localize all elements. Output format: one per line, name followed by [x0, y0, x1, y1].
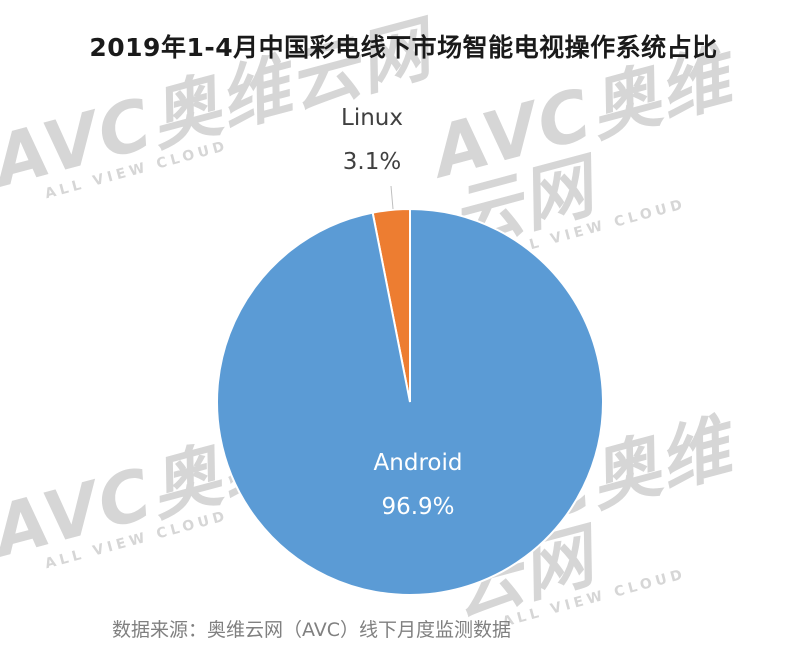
slice-value-linux: 3.1%	[343, 149, 401, 175]
pie-slice-android	[216, 207, 604, 596]
source-note: 数据来源：奥维云网（AVC）线下月度监测数据	[112, 619, 512, 641]
leader-line-linux	[390, 185, 394, 210]
pie-slices	[216, 207, 604, 596]
chart-title: 2019年1-4月中国彩电线下市场智能电视操作系统占比	[89, 33, 718, 62]
slice-value-android: 96.9%	[381, 494, 454, 520]
pie-labels: Linux 3.1% Android 96.9%	[341, 105, 462, 520]
slice-label-linux: Linux	[341, 105, 403, 131]
slice-label-android: Android	[374, 450, 463, 476]
